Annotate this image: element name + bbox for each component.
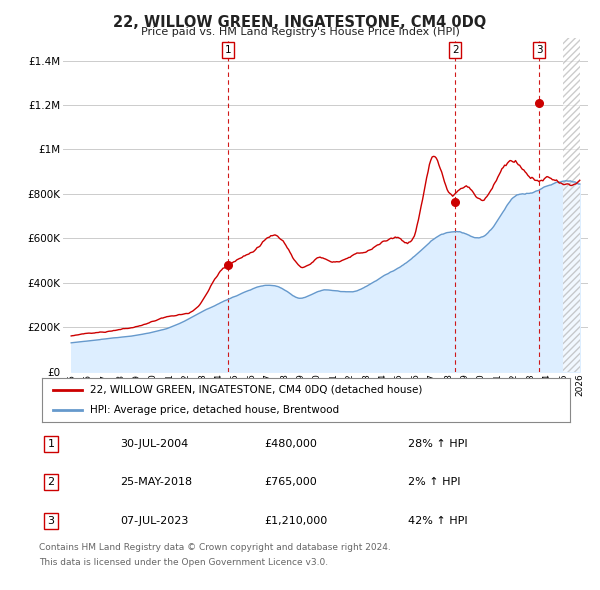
Text: 2: 2 bbox=[452, 45, 458, 55]
Text: HPI: Average price, detached house, Brentwood: HPI: Average price, detached house, Bren… bbox=[89, 405, 338, 415]
Text: 2: 2 bbox=[47, 477, 55, 487]
Text: Price paid vs. HM Land Registry's House Price Index (HPI): Price paid vs. HM Land Registry's House … bbox=[140, 27, 460, 37]
Text: This data is licensed under the Open Government Licence v3.0.: This data is licensed under the Open Gov… bbox=[39, 558, 328, 566]
Text: Contains HM Land Registry data © Crown copyright and database right 2024.: Contains HM Land Registry data © Crown c… bbox=[39, 543, 391, 552]
Text: 1: 1 bbox=[47, 439, 55, 449]
Text: £765,000: £765,000 bbox=[264, 477, 317, 487]
Text: 42% ↑ HPI: 42% ↑ HPI bbox=[408, 516, 467, 526]
Text: £480,000: £480,000 bbox=[264, 439, 317, 449]
Text: 22, WILLOW GREEN, INGATESTONE, CM4 0DQ: 22, WILLOW GREEN, INGATESTONE, CM4 0DQ bbox=[113, 15, 487, 30]
Text: £1,210,000: £1,210,000 bbox=[264, 516, 327, 526]
Text: 2% ↑ HPI: 2% ↑ HPI bbox=[408, 477, 461, 487]
Text: 28% ↑ HPI: 28% ↑ HPI bbox=[408, 439, 467, 449]
Text: 22, WILLOW GREEN, INGATESTONE, CM4 0DQ (detached house): 22, WILLOW GREEN, INGATESTONE, CM4 0DQ (… bbox=[89, 385, 422, 395]
Text: 1: 1 bbox=[225, 45, 232, 55]
Text: 30-JUL-2004: 30-JUL-2004 bbox=[120, 439, 188, 449]
Text: 07-JUL-2023: 07-JUL-2023 bbox=[120, 516, 188, 526]
Text: 3: 3 bbox=[47, 516, 55, 526]
Text: 25-MAY-2018: 25-MAY-2018 bbox=[120, 477, 192, 487]
Text: 3: 3 bbox=[536, 45, 542, 55]
